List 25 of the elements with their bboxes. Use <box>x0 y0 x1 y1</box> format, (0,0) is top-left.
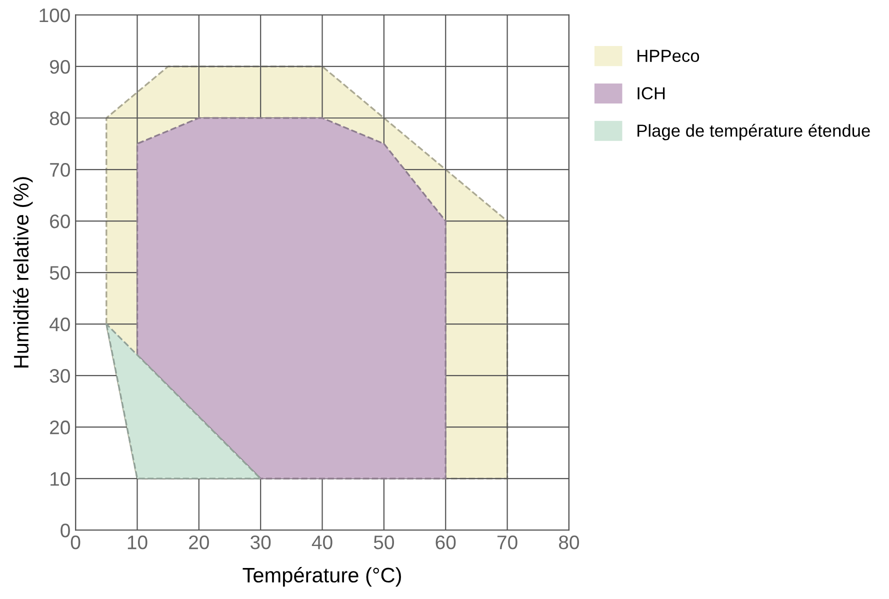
x-tick-label: 80 <box>558 535 580 550</box>
y-tick-label: 80 <box>50 111 70 126</box>
x-tick-label: 40 <box>312 535 332 550</box>
y-tick-label: 60 <box>50 214 70 228</box>
y-tick-label: 90 <box>50 60 70 74</box>
y-tick-label: 70 <box>50 162 70 177</box>
x-tick-label: 10 <box>128 535 148 550</box>
y-tick-label: 10 <box>50 472 70 486</box>
x-tick-label: 20 <box>189 535 209 550</box>
legend-label: Plage de température étendue <box>638 124 870 140</box>
x-axis-title: Température (°C) <box>242 566 401 587</box>
x-tick-label: 60 <box>436 535 456 550</box>
x-tick-label: 70 <box>497 535 518 550</box>
y-tick-label: 50 <box>50 266 70 280</box>
y-tick-label: 100 <box>40 8 70 22</box>
x-tick-label: 0 <box>70 535 80 550</box>
legend-label: ICH <box>638 87 665 100</box>
y-tick-label: 40 <box>50 318 70 332</box>
y-tick-label: 30 <box>50 369 70 383</box>
y-axis-title: Humidité relative (%) <box>13 177 33 368</box>
y-tick-label: 20 <box>50 420 70 434</box>
legend-label: HPPeco <box>638 50 700 62</box>
x-tick-label: 50 <box>374 535 394 550</box>
x-tick-label: 30 <box>250 535 271 550</box>
y-tick-label: 0 <box>60 524 70 538</box>
